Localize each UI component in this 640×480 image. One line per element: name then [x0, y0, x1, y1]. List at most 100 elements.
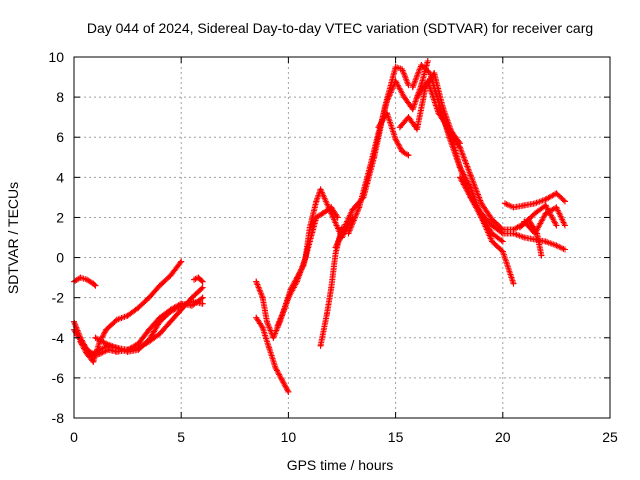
data-point — [424, 78, 431, 85]
data-point — [384, 98, 391, 105]
series-track-9 — [274, 204, 341, 329]
series-track-10 — [317, 224, 345, 349]
data-point — [499, 238, 506, 245]
data-point — [356, 204, 363, 211]
data-point — [332, 244, 339, 251]
data-point — [113, 316, 120, 323]
y-tick-label: 8 — [56, 89, 64, 105]
series-track-8 — [253, 314, 292, 395]
y-tick-label: -8 — [52, 410, 65, 426]
data-point — [405, 82, 412, 89]
data-point — [478, 200, 485, 207]
data-point — [317, 342, 324, 349]
data-point — [103, 340, 110, 347]
data-point — [188, 298, 195, 305]
data-point — [414, 94, 421, 101]
data-point — [156, 330, 163, 337]
data-point — [263, 318, 270, 325]
series-track-19 — [501, 190, 568, 211]
data-point — [135, 340, 142, 347]
data-point — [178, 258, 185, 265]
data-point — [77, 274, 84, 281]
data-point — [293, 274, 300, 281]
data-point — [124, 312, 131, 319]
data-point — [467, 172, 474, 179]
data-point — [146, 336, 153, 343]
data-point — [525, 216, 532, 223]
data-point — [521, 202, 528, 209]
x-tick-label: 15 — [388, 429, 404, 445]
x-tick-label: 5 — [177, 429, 185, 445]
data-point — [489, 238, 496, 245]
data-point — [259, 324, 266, 331]
data-point — [313, 214, 320, 221]
data-point — [105, 346, 112, 353]
y-tick-label: 10 — [48, 49, 64, 65]
data-point — [270, 334, 277, 341]
plot-frame — [73, 56, 611, 419]
data-point — [77, 338, 84, 345]
data-point — [366, 164, 373, 171]
data-point — [392, 78, 399, 85]
data-point — [401, 94, 408, 101]
data-point — [538, 252, 545, 259]
data-point — [135, 346, 142, 353]
y-tick-label: 6 — [56, 129, 64, 145]
data-point — [375, 124, 382, 131]
series-track-21 — [516, 216, 545, 259]
y-tick-label: -6 — [52, 370, 65, 386]
data-point — [90, 358, 97, 365]
data-point — [199, 284, 206, 291]
data-point — [199, 294, 206, 301]
data-point — [92, 334, 99, 341]
data-point — [531, 200, 538, 207]
data-point — [253, 278, 260, 285]
data-point — [542, 238, 549, 245]
data-point — [396, 124, 403, 131]
data-point — [332, 250, 339, 257]
data-point — [317, 186, 324, 193]
data-point — [456, 144, 463, 151]
data-point — [313, 198, 320, 205]
data-point — [418, 62, 425, 69]
x-tick-label: 20 — [495, 429, 511, 445]
y-tick-label: 0 — [56, 250, 64, 266]
data-point — [191, 276, 198, 283]
data-point — [531, 210, 538, 217]
data-point — [92, 282, 99, 289]
data-point — [489, 216, 496, 223]
data-point — [553, 190, 560, 197]
data-point — [375, 130, 382, 137]
series-track-6 — [191, 274, 206, 285]
data-point — [409, 84, 416, 91]
data-point — [253, 314, 260, 321]
data-point — [156, 282, 163, 289]
data-point — [467, 194, 474, 201]
data-point — [499, 248, 506, 255]
data-point — [156, 318, 163, 325]
series-track-13 — [375, 110, 412, 159]
y-axis-label: SDTVAR / TECUs — [5, 182, 21, 294]
data-point — [435, 104, 442, 111]
data-point — [521, 234, 528, 241]
data-point — [456, 174, 463, 181]
data-point — [199, 278, 206, 285]
data-point — [135, 304, 142, 311]
data-point — [561, 246, 568, 253]
data-point — [124, 348, 131, 355]
data-point — [399, 66, 406, 73]
data-point — [542, 196, 549, 203]
axis-ticks: 0 5 10 15 20 25 -8 -6 -4 -2 0 2 4 6 8 10 — [48, 49, 618, 445]
data-point — [399, 148, 406, 155]
data-point — [510, 204, 517, 211]
x-tick-label: 10 — [281, 429, 297, 445]
data-point — [534, 230, 541, 237]
data-point — [103, 326, 110, 333]
data-point — [489, 222, 496, 229]
data-point — [499, 230, 506, 237]
data-point — [392, 136, 399, 143]
series-track-12 — [345, 58, 431, 237]
data-point — [341, 224, 348, 231]
series-track-4 — [71, 274, 99, 289]
